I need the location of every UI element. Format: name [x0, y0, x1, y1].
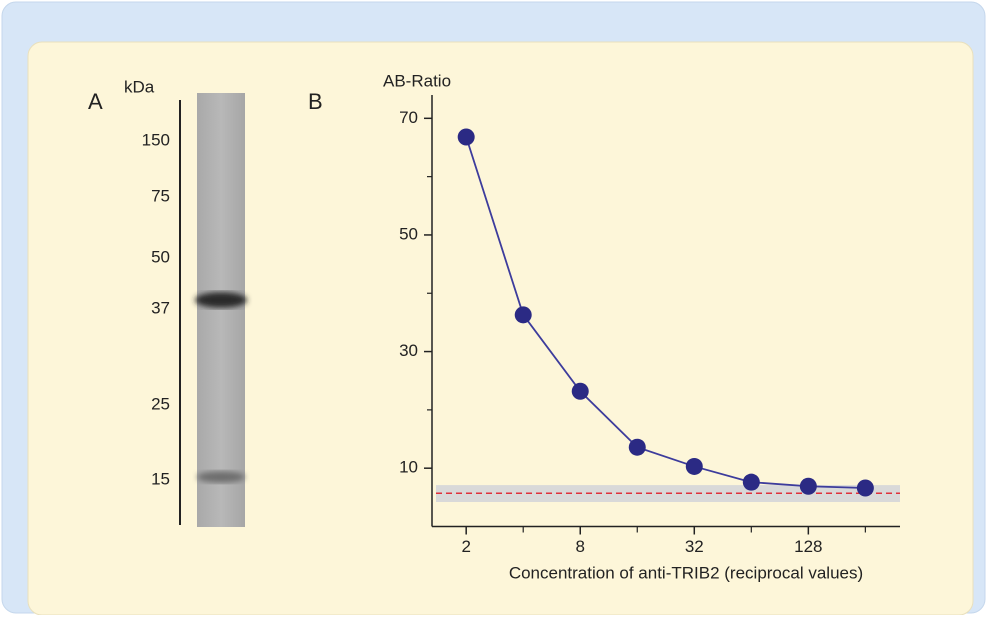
- y-axis-label: AB-Ratio: [383, 71, 451, 90]
- marker-label: 50: [151, 247, 170, 266]
- panel-label: B: [308, 89, 323, 114]
- x-tick-label: 2: [461, 537, 470, 556]
- x-axis-label: Concentration of anti-TRIB2 (reciprocal …: [509, 563, 863, 582]
- data-point: [572, 383, 589, 400]
- x-tick-label: 32: [685, 537, 704, 556]
- y-tick-label: 30: [399, 341, 418, 360]
- data-point: [743, 474, 760, 491]
- data-point: [686, 458, 703, 475]
- y-tick-label: 50: [399, 224, 418, 243]
- panel-label: A: [88, 89, 103, 114]
- marker-label: 37: [151, 298, 170, 317]
- x-tick-label: 128: [794, 537, 822, 556]
- y-tick-label: 70: [399, 108, 418, 127]
- data-point: [515, 306, 532, 323]
- marker-label: 25: [151, 394, 170, 413]
- marker-label: 150: [142, 130, 170, 149]
- data-point: [458, 128, 475, 145]
- blot-band: [195, 292, 247, 308]
- y-tick-label: 10: [399, 458, 418, 477]
- marker-label: 15: [151, 469, 170, 488]
- axis-label: kDa: [124, 77, 155, 96]
- figure: A kDa B AB-Ratio Concentration of anti-T…: [0, 0, 987, 615]
- data-point: [800, 478, 817, 495]
- panel: [28, 42, 973, 615]
- blot-lane: [197, 93, 245, 527]
- blot-band: [197, 471, 245, 483]
- x-tick-label: 8: [576, 537, 585, 556]
- data-point: [857, 480, 874, 497]
- marker-label: 75: [151, 186, 170, 205]
- data-point: [629, 439, 646, 456]
